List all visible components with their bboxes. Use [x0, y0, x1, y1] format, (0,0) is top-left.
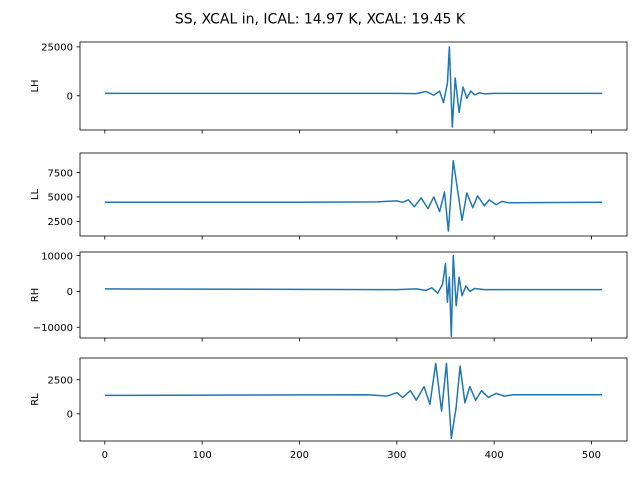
x-tick-label: 200	[290, 450, 309, 461]
axes-frame	[79, 41, 628, 131]
axes-frame	[79, 152, 628, 237]
y-tick-label: −10000	[33, 323, 73, 334]
y-tick-label: 2500	[48, 217, 73, 228]
axes-frame	[79, 251, 628, 339]
y-axis-label: RL	[30, 393, 41, 406]
y-tick-label: 2500	[48, 376, 73, 387]
chart-title: SS, XCAL in, ICAL: 14.97 K, XCAL: 19.45 …	[175, 12, 466, 28]
subplot-rl: 0 2500 0 100 200 300 400 500 RL	[30, 357, 628, 461]
y-axis-label: LH	[30, 79, 41, 92]
y-tick-label: 10000	[41, 251, 73, 262]
subplot-ll: 2500 5000 7500 LL	[30, 152, 628, 240]
axes-frame	[79, 357, 628, 442]
y-tick-label: 0	[67, 287, 73, 298]
series-line	[104, 46, 603, 128]
x-tick-label: 500	[582, 450, 601, 461]
series-line	[104, 160, 603, 232]
x-tick-label: 400	[485, 450, 504, 461]
series-line	[104, 254, 603, 337]
subplot-lh: 0 25000 LH	[30, 41, 628, 134]
x-tick-label: 300	[387, 450, 406, 461]
x-tick-label: 0	[102, 450, 108, 461]
y-axis-label: RH	[30, 288, 41, 302]
x-tick-label: 100	[193, 450, 212, 461]
y-tick-label: 0	[67, 92, 73, 103]
y-tick-label: 5000	[48, 193, 73, 204]
subplots: 025000LH250050007500LL−10000010000RH0250…	[30, 41, 628, 461]
y-axis-label: LL	[30, 189, 41, 201]
y-tick-label: 7500	[48, 168, 73, 179]
subplot-rh: −10000 0 10000 RH	[30, 251, 628, 342]
series-line	[104, 362, 603, 440]
y-tick-label: 0	[67, 410, 73, 421]
y-tick-label: 25000	[41, 43, 73, 54]
